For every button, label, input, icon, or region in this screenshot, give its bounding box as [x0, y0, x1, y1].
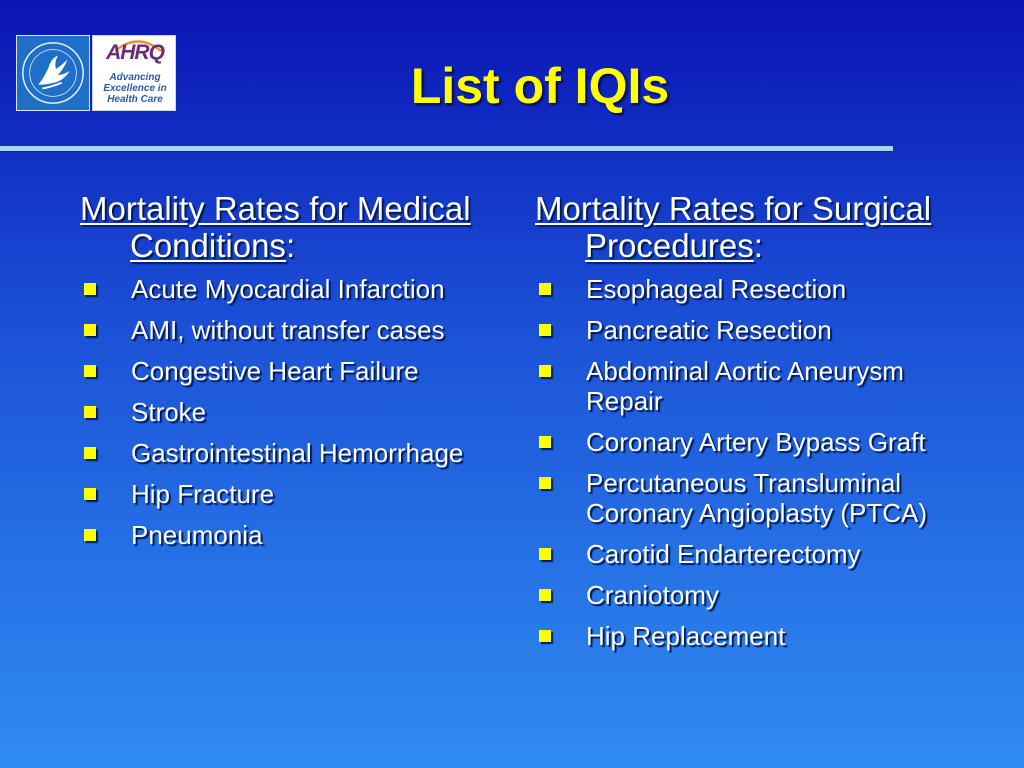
- slide-title: List of IQIs: [300, 56, 780, 116]
- square-bullet-icon: [84, 488, 96, 500]
- list-item: Abdominal Aortic Aneurysm Repair: [535, 356, 945, 416]
- square-bullet-icon: [539, 365, 551, 377]
- list-item-text: Hip Replacement: [586, 621, 785, 651]
- list-item-text: Percutaneous Transluminal Coronary Angio…: [586, 468, 927, 528]
- logo-block: AHRQ Advancing Excellence in Health Care: [16, 35, 176, 111]
- square-bullet-icon: [84, 283, 96, 295]
- list-item-text: Abdominal Aortic Aneurysm Repair: [586, 356, 904, 416]
- square-bullet-icon: [84, 324, 96, 336]
- list-item: Stroke: [80, 397, 500, 427]
- title-divider: [0, 146, 893, 151]
- list-item-text: Pancreatic Resection: [586, 315, 832, 345]
- list-item-text: Esophageal Resection: [586, 274, 846, 304]
- list-item-text: Coronary Artery Bypass Graft: [586, 427, 926, 457]
- list-item: Hip Fracture: [80, 479, 500, 509]
- hhs-eagle-seal-icon: [16, 35, 90, 111]
- square-bullet-icon: [84, 529, 96, 541]
- medical-conditions-column: Mortality Rates for Medical Conditions: …: [80, 190, 500, 561]
- square-bullet-icon: [84, 447, 96, 459]
- square-bullet-icon: [84, 406, 96, 418]
- list-item-text: Carotid Endarterectomy: [586, 539, 861, 569]
- list-item: AMI, without transfer cases: [80, 315, 500, 345]
- ahrq-tagline-line: Excellence in: [95, 83, 175, 94]
- column-heading: Mortality Rates for Surgical Procedures:: [535, 190, 945, 264]
- list-item: Pancreatic Resection: [535, 315, 945, 345]
- list-item: Coronary Artery Bypass Graft: [535, 427, 945, 457]
- list-item-text: Hip Fracture: [131, 479, 274, 509]
- list-item-text: Pneumonia: [131, 520, 263, 550]
- list-item: Hip Replacement: [535, 621, 945, 651]
- ahrq-wordmark: AHRQ: [97, 40, 173, 66]
- surgical-procedures-list: Esophageal Resection Pancreatic Resectio…: [535, 274, 945, 651]
- ahrq-tagline: Advancing Excellence in Health Care: [95, 72, 175, 105]
- square-bullet-icon: [539, 548, 551, 560]
- list-item-text: Stroke: [131, 397, 206, 427]
- medical-conditions-list: Acute Myocardial Infarction AMI, without…: [80, 274, 500, 550]
- ahrq-tagline-line: Advancing: [95, 72, 175, 83]
- list-item-text: AMI, without transfer cases: [131, 315, 445, 345]
- list-item: Percutaneous Transluminal Coronary Angio…: [535, 468, 945, 528]
- list-item-text: Gastrointestinal Hemorrhage: [131, 438, 463, 468]
- square-bullet-icon: [539, 324, 551, 336]
- list-item: Acute Myocardial Infarction: [80, 274, 500, 304]
- ahrq-logo-icon: AHRQ Advancing Excellence in Health Care: [92, 35, 176, 111]
- square-bullet-icon: [539, 436, 551, 448]
- square-bullet-icon: [84, 365, 96, 377]
- list-item: Carotid Endarterectomy: [535, 539, 945, 569]
- list-item: Craniotomy: [535, 580, 945, 610]
- list-item: Esophageal Resection: [535, 274, 945, 304]
- list-item: Gastrointestinal Hemorrhage: [80, 438, 500, 468]
- column-heading-colon: :: [754, 227, 763, 264]
- column-heading-colon: :: [286, 227, 295, 264]
- column-heading-text: Mortality Rates for Medical Conditions: [80, 190, 471, 264]
- list-item: Congestive Heart Failure: [80, 356, 500, 386]
- list-item-text: Craniotomy: [586, 580, 719, 610]
- square-bullet-icon: [539, 630, 551, 642]
- surgical-procedures-column: Mortality Rates for Surgical Procedures:…: [535, 190, 945, 662]
- square-bullet-icon: [539, 283, 551, 295]
- list-item-text: Congestive Heart Failure: [131, 356, 419, 386]
- list-item-text: Acute Myocardial Infarction: [131, 274, 445, 304]
- list-item: Pneumonia: [80, 520, 500, 550]
- square-bullet-icon: [539, 589, 551, 601]
- column-heading: Mortality Rates for Medical Conditions:: [80, 190, 500, 264]
- ahrq-tagline-line: Health Care: [95, 94, 175, 105]
- square-bullet-icon: [539, 477, 551, 489]
- column-heading-text: Mortality Rates for Surgical Procedures: [535, 190, 931, 264]
